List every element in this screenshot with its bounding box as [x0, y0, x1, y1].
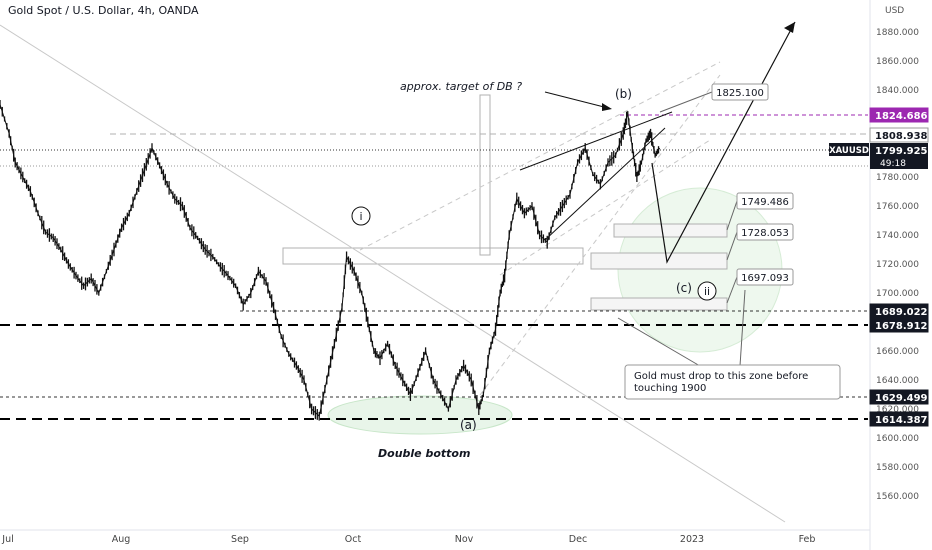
price-tag-value: 1629.499 [875, 393, 928, 404]
box-1728 [736, 223, 794, 241]
y-tick-label: 1720.000 [876, 260, 919, 270]
price-tag-value: 1678.912 [875, 321, 928, 332]
price-axis-currency: USD [885, 6, 904, 16]
chart-title: Gold Spot / U.S. Dollar, 4h, OANDA [8, 4, 199, 17]
wave-ii-label: ii [704, 285, 710, 298]
y-tick-label: 1620.000 [876, 405, 919, 415]
double-bottom-label: Double bottom [378, 447, 470, 460]
range-box-1 [282, 247, 584, 265]
y-tick-label: 1760.000 [876, 202, 919, 212]
price-tag-value: 1824.686 [875, 111, 928, 122]
x-tick-label: Aug [112, 534, 131, 545]
note-connector-2 [617, 317, 701, 367]
note-line-1: Gold must drop to this zone before [634, 371, 808, 382]
wave-ii-circle [697, 281, 717, 301]
box-1697 [736, 268, 794, 286]
price-series [0, 104, 661, 418]
level-box-1749 [613, 223, 728, 238]
x-tick-label: Oct [345, 534, 362, 545]
target-column-box [479, 94, 491, 256]
y-tick-label: 1780.000 [876, 173, 919, 183]
wedge-lower [544, 127, 666, 241]
box-1697-label: 1697.093 [741, 273, 789, 284]
wave-c-label: (c) [676, 281, 692, 295]
box-1825 [711, 83, 769, 101]
note-connector-1 [739, 289, 746, 367]
wave-i-label: i [359, 210, 362, 223]
wave-a-label: (a) [460, 418, 477, 432]
y-tick-label: 1840.000 [876, 86, 919, 96]
symbol-tag [829, 143, 869, 156]
current-price-tag [870, 143, 928, 169]
price-tag [869, 411, 929, 427]
channel-lower [499, 139, 711, 276]
price-tag [869, 107, 929, 123]
price-tag [869, 317, 929, 333]
y-tick-label: 1580.000 [876, 463, 919, 473]
y-tick-label: 1660.000 [876, 347, 919, 357]
double-bottom-zone [327, 395, 513, 435]
y-tick-label: 1860.000 [876, 57, 919, 67]
target-arrow [544, 91, 609, 109]
y-tick-label: 1740.000 [876, 231, 919, 241]
box-1749 [736, 192, 794, 210]
current-price-timer: 49:18 [880, 159, 906, 169]
y-tick-label: 1640.000 [876, 376, 919, 386]
price-tag [869, 389, 929, 405]
note-line-2: touching 1900 [634, 383, 706, 394]
price-tag-value: 1808.938 [875, 131, 928, 142]
projection-arrowhead [784, 22, 795, 33]
symbol-tag-label: XAUUSD [829, 146, 869, 156]
x-tick-label: Dec [569, 534, 587, 545]
y-tick-label: 1560.000 [876, 492, 919, 502]
wedge-upper [519, 111, 673, 171]
box-1825-label: 1825.100 [716, 88, 764, 99]
level-box-1697 [590, 297, 728, 311]
wave-b-label: (b) [615, 87, 632, 101]
x-tick-label: Feb [799, 534, 816, 545]
box-1825-connector [659, 91, 713, 113]
descending-trendline [0, 24, 786, 523]
x-tick-label: 2023 [680, 534, 704, 545]
level-box-1728 [590, 252, 728, 270]
box-1749-connector [726, 200, 738, 231]
x-tick-label: Nov [455, 534, 474, 545]
x-tick-label: Jul [1, 534, 13, 545]
box-1728-connector [726, 231, 738, 261]
target-arrowhead [602, 103, 612, 111]
note-box [624, 364, 841, 400]
box-1728-label: 1728.053 [741, 228, 789, 239]
box-1749-label: 1749.486 [741, 197, 789, 208]
y-tick-label: 1880.000 [876, 28, 919, 38]
wave-i-circle [351, 206, 371, 226]
price-tag-value: 1689.022 [875, 307, 928, 318]
channel-mid [479, 74, 721, 396]
y-tick-label: 1600.000 [876, 434, 919, 444]
target-annotation: approx. target of DB ? [400, 80, 522, 93]
current-price-value: 1799.925 [875, 146, 928, 157]
channel-upper [359, 61, 721, 251]
price-tag-value: 1614.387 [875, 415, 928, 426]
projection-path [651, 21, 796, 264]
y-tick-label: 1700.000 [876, 289, 919, 299]
price-tag [869, 127, 929, 143]
x-tick-label: Sep [231, 534, 249, 545]
box-1697-connector [726, 276, 738, 304]
